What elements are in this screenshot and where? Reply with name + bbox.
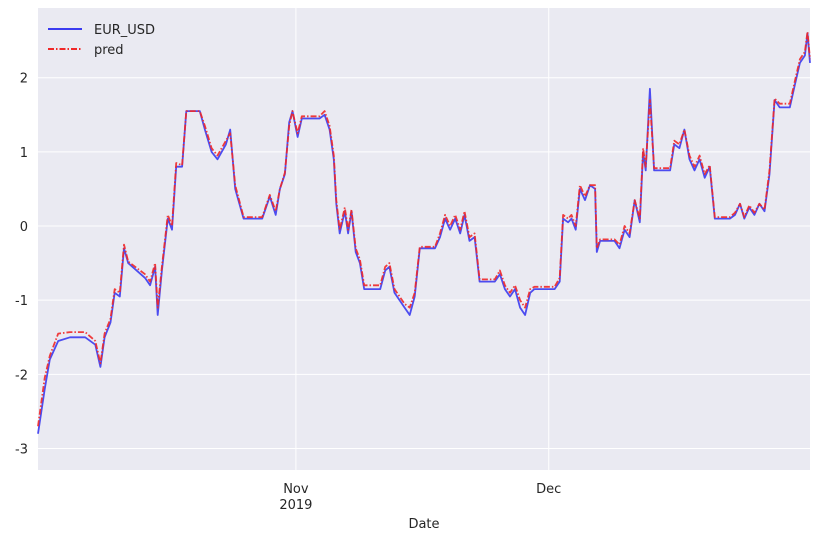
line-series (37, 32, 811, 434)
y-tick-label: -3 (15, 442, 28, 457)
legend-label: EUR_USD (94, 23, 155, 38)
y-tick-label: -1 (15, 294, 28, 309)
x-tick-label: Dec (536, 482, 561, 497)
plot-area (38, 8, 810, 470)
x-axis-label: Date (408, 517, 439, 532)
y-tick-label: 0 (20, 220, 28, 235)
y-tick-label: 1 (20, 146, 28, 161)
y-tick-label: -2 (15, 368, 28, 383)
x-tick-label: Nov 2019 (279, 482, 312, 513)
legend-label: pred (94, 43, 124, 58)
y-tick-label: 2 (20, 72, 28, 87)
